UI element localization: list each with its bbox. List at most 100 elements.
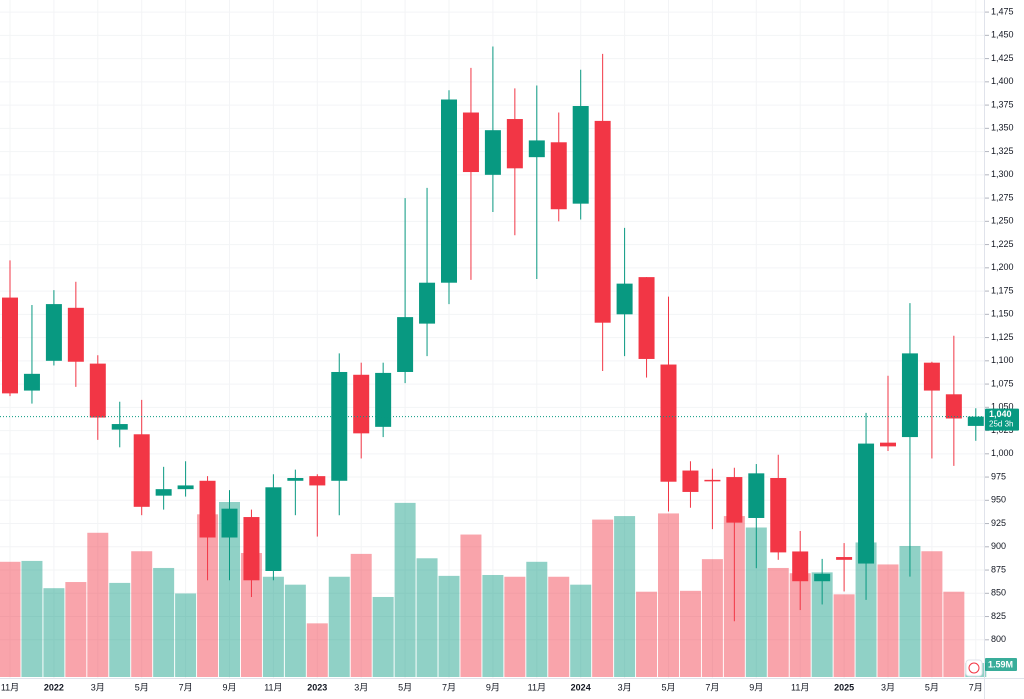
candle-body — [221, 508, 238, 538]
y-tick-label: 1,200 — [991, 262, 1014, 272]
candle-body — [726, 477, 743, 523]
volume-bar — [592, 519, 614, 677]
candle-body — [638, 277, 655, 359]
volume-bar — [701, 559, 723, 677]
volume-bar — [197, 514, 219, 677]
candle-body — [616, 283, 633, 315]
volume-bar — [131, 551, 153, 677]
volume-bar — [328, 576, 350, 677]
volume-bar — [658, 513, 679, 677]
alert-button — [965, 659, 983, 677]
candle-body — [309, 476, 326, 486]
candle-body — [858, 443, 875, 564]
volume-bar — [175, 593, 197, 677]
volume-bar — [438, 575, 460, 677]
y-tick-label: 1,275 — [991, 192, 1014, 202]
y-tick-label: 1,225 — [991, 239, 1014, 249]
volume-bar — [306, 623, 328, 677]
volume-bar — [745, 527, 767, 677]
candle-body — [441, 99, 457, 283]
x-tick-label: 5月 — [661, 682, 675, 692]
candle-body — [880, 442, 896, 447]
candle-body — [199, 480, 216, 538]
x-tick-label: 5月 — [398, 682, 412, 692]
y-tick-label: 1,050 — [991, 402, 1014, 412]
x-tick-label: 2022 — [44, 682, 64, 692]
candle-body — [89, 363, 106, 418]
volume-bar — [921, 551, 943, 677]
volume-bar — [65, 582, 87, 677]
x-tick-label: 3月 — [91, 682, 105, 692]
y-tick-label: 850 — [991, 588, 1006, 598]
volume-bar — [548, 576, 570, 677]
y-tick-label: 825 — [991, 611, 1006, 621]
volume-bar — [482, 574, 504, 677]
candle-body — [23, 373, 40, 391]
candle-body — [2, 297, 18, 394]
volume-bar — [570, 584, 592, 677]
volume-bar — [350, 553, 372, 677]
candle-body — [462, 112, 479, 173]
volume-bar — [833, 594, 855, 677]
volume-bar — [855, 542, 877, 677]
candle-body — [331, 371, 348, 481]
candle-body — [836, 557, 853, 560]
x-tick-label: 3月 — [354, 682, 368, 692]
x-tick-label: 7月 — [705, 682, 719, 692]
candle-body — [265, 487, 282, 571]
y-tick-label: 1,425 — [991, 53, 1014, 63]
volume-bar — [284, 584, 306, 677]
volume-bar — [460, 534, 482, 677]
volume-bar — [87, 532, 109, 677]
x-tick-label: 11月 — [264, 682, 282, 692]
volume-bar — [416, 558, 438, 677]
candle-body — [111, 424, 128, 430]
alert-icon — [968, 662, 980, 674]
y-tick-label: 800 — [991, 634, 1006, 644]
x-tick-label: 2025 — [834, 682, 854, 692]
volume-bar — [811, 572, 833, 677]
x-tick-label: 2024 — [571, 682, 591, 692]
volume-bar — [21, 560, 43, 677]
candle-body — [243, 517, 260, 581]
volume-tag-box — [985, 658, 1017, 671]
x-tick-label: 7月 — [969, 682, 983, 692]
candle-body — [506, 119, 523, 169]
volume-bar — [43, 588, 65, 677]
y-tick-label: 1,450 — [991, 30, 1014, 40]
volume-tag: 1.59M — [988, 659, 1013, 669]
candle-body — [792, 551, 809, 582]
volume-bar — [219, 502, 240, 677]
x-tick-label: 9月 — [222, 682, 236, 692]
candle-body — [945, 394, 962, 419]
volume-bar — [899, 545, 921, 677]
y-tick-label: 1,475 — [991, 6, 1014, 16]
volume-pane — [0, 502, 987, 677]
volume-bar — [767, 567, 789, 677]
y-tick-label: 1,175 — [991, 285, 1014, 295]
volume-bar — [0, 561, 21, 677]
candle-body — [397, 317, 414, 372]
x-tick-label: 3月 — [618, 682, 632, 692]
y-tick-label: 925 — [991, 518, 1006, 528]
x-tick-label: 9月 — [749, 682, 763, 692]
x-tick-label: 5月 — [135, 682, 149, 692]
y-tick-label: 1,300 — [991, 169, 1014, 179]
price-pane — [0, 46, 984, 622]
candle-body — [528, 140, 545, 158]
y-tick-label: 1,125 — [991, 332, 1014, 342]
volume-bar — [943, 591, 965, 677]
candle-body — [155, 489, 172, 496]
y-tick-label: 1,375 — [991, 99, 1014, 109]
x-tick-label: 7月 — [442, 682, 456, 692]
volume-bar — [394, 502, 416, 677]
x-tick-label: 5月 — [925, 682, 939, 692]
y-tick-label: 950 — [991, 495, 1006, 505]
candle-body — [67, 307, 84, 362]
volume-bar — [153, 567, 175, 677]
countdown: 25d 3h — [989, 420, 1013, 429]
candle-body — [375, 372, 392, 427]
x-tick-label: 3月 — [881, 682, 895, 692]
candle-body — [748, 473, 765, 518]
